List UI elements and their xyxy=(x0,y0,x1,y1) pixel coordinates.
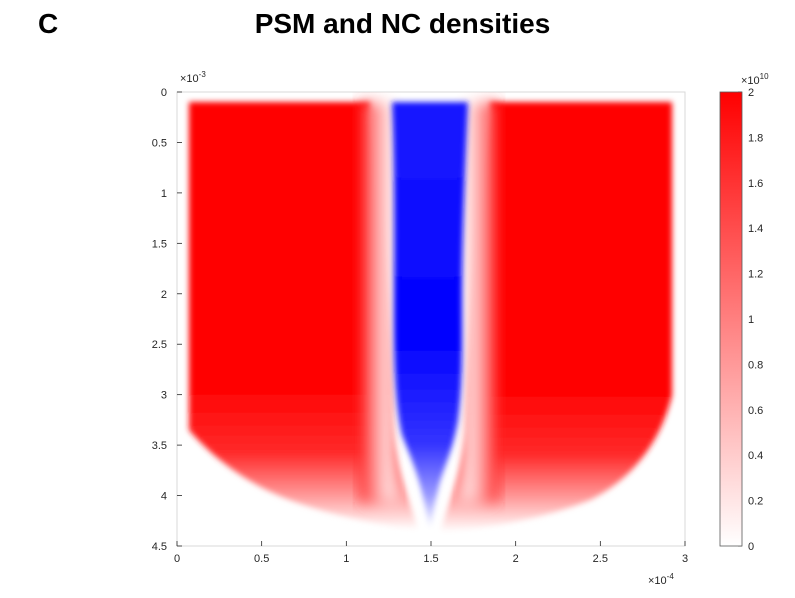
y-tick-label: 3 xyxy=(161,390,167,402)
y-tick-label: 2.5 xyxy=(152,339,167,351)
nc-region xyxy=(392,102,468,530)
gap-left xyxy=(360,102,396,502)
x-tick-label: 0 xyxy=(174,553,180,565)
x-tick-label: 2.5 xyxy=(593,553,608,565)
x-axis-exponent: ×10-4 xyxy=(648,572,674,587)
heatmap-image xyxy=(189,102,672,532)
colorbar xyxy=(719,91,743,547)
colorbar-tick-label: 1 xyxy=(748,314,754,326)
x-tick-label: 3 xyxy=(682,553,688,565)
y-tick-label: 3.5 xyxy=(152,440,167,452)
x-tick-label: 2 xyxy=(513,553,519,565)
colorbar-tick-label: 0.4 xyxy=(748,450,763,462)
colorbar-tick-label: 0.2 xyxy=(748,496,763,508)
y-tick-label: 0.5 xyxy=(152,137,167,149)
x-tick-label: 0.5 xyxy=(254,553,269,565)
y-tick-label: 1.5 xyxy=(152,238,167,250)
y-tick-label: 4.5 xyxy=(152,541,167,553)
x-tick-label: 1 xyxy=(343,553,349,565)
colorbar-tick-label: 0.6 xyxy=(748,405,763,417)
chart-title: PSM and NC densities xyxy=(254,8,551,39)
colorbar-tick-label: 2 xyxy=(748,87,754,99)
colorbar-tick-label: 1.6 xyxy=(748,178,763,190)
y-tick-label: 0 xyxy=(161,87,167,99)
panel-letter: C xyxy=(38,8,59,39)
x-tick-label: 1.5 xyxy=(423,553,438,565)
y-tick-label: 4 xyxy=(161,491,167,503)
colorbar-exponent: ×1010 xyxy=(741,72,769,87)
colorbar-tick-label: 1.2 xyxy=(748,269,763,281)
colorbar-tick-label: 1.8 xyxy=(748,132,763,144)
colorbar-tick-label: 0 xyxy=(748,541,754,553)
colorbar-tick-label: 0.8 xyxy=(748,359,763,371)
colorbar-tick-label: 1.4 xyxy=(748,223,763,235)
y-tick-label: 2 xyxy=(161,289,167,301)
y-axis-exponent: ×10-3 xyxy=(180,70,206,85)
y-tick-label: 1 xyxy=(161,188,167,200)
gap-right xyxy=(462,102,498,502)
